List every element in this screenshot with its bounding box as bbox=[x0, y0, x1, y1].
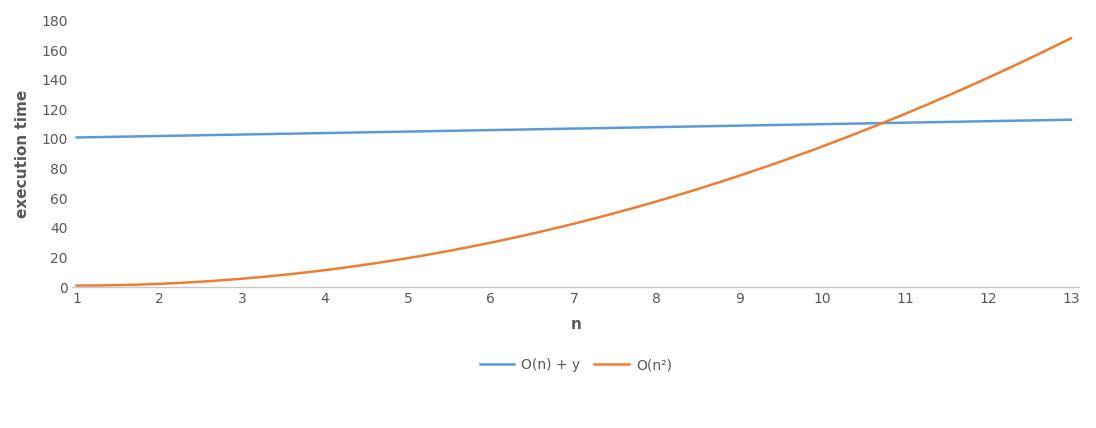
O(n) + y bbox=[70, 135, 83, 140]
O(n²) bbox=[678, 190, 692, 196]
O(n) + y bbox=[73, 135, 87, 140]
O(n²) bbox=[659, 196, 672, 202]
O(n²) bbox=[662, 195, 675, 200]
O(n²) bbox=[971, 80, 984, 85]
O(n²) bbox=[1064, 36, 1077, 41]
Line: O(n) + y: O(n) + y bbox=[77, 120, 1071, 137]
O(n²) bbox=[907, 107, 921, 113]
X-axis label: n: n bbox=[570, 317, 581, 332]
O(n²) bbox=[73, 283, 87, 288]
O(n) + y bbox=[662, 125, 675, 130]
O(n) + y bbox=[1064, 117, 1077, 122]
Line: O(n²): O(n²) bbox=[77, 38, 1071, 285]
O(n²) bbox=[70, 283, 83, 288]
O(n) + y bbox=[907, 120, 921, 125]
O(n) + y bbox=[971, 119, 984, 124]
O(n) + y bbox=[678, 124, 692, 129]
Y-axis label: execution time: execution time bbox=[15, 89, 30, 218]
Legend: O(n) + y, O(n²): O(n) + y, O(n²) bbox=[475, 353, 677, 378]
O(n) + y bbox=[659, 125, 672, 130]
